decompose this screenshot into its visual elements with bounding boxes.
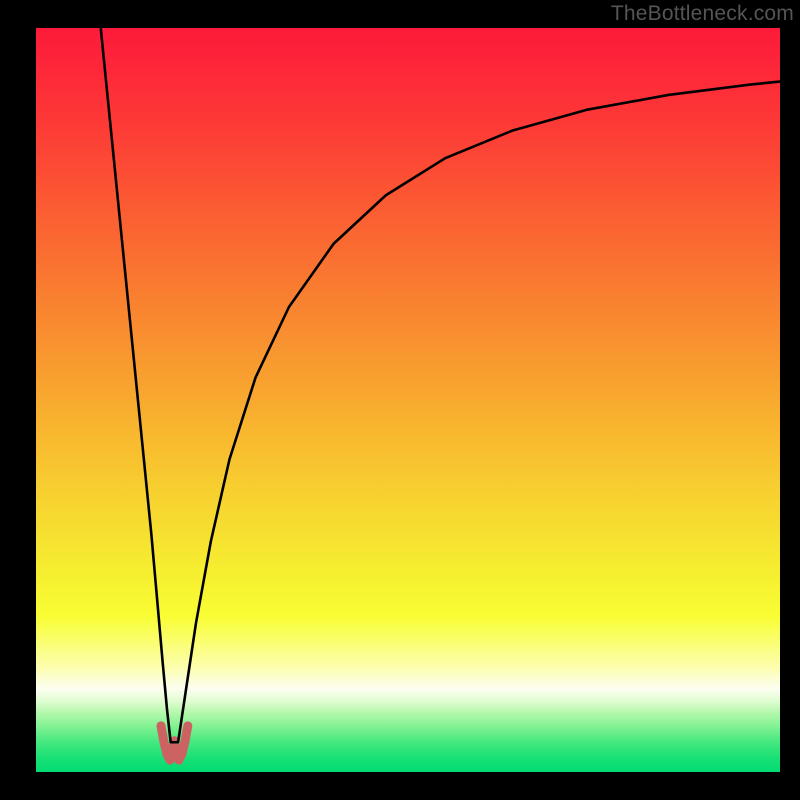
plot-gradient-background [36,28,780,772]
figure-container: TheBottleneck.com [0,0,800,800]
watermark-text: TheBottleneck.com [611,2,794,26]
gradient-rect [36,28,780,772]
